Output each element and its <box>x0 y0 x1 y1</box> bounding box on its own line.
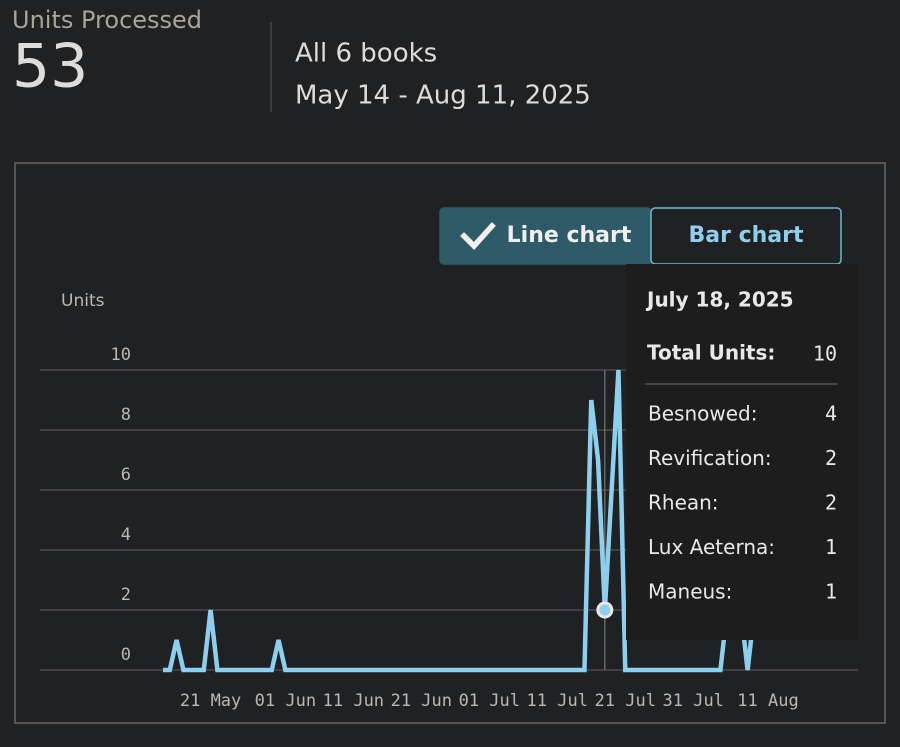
x-tick-label: 11 Aug <box>737 691 798 711</box>
hover-point <box>596 601 614 619</box>
tooltip-row-name: Besnowed: <box>648 402 757 426</box>
x-tick-label: 21 Jul <box>595 691 656 711</box>
x-tick-label: 01 Jul <box>459 691 520 711</box>
x-tick-label: 01 Jun <box>255 691 316 711</box>
tooltip-row-name: Rhean: <box>648 491 719 515</box>
toggle-label[interactable]: Bar chart <box>688 223 804 248</box>
y-tick-label: 0 <box>121 645 131 665</box>
check-icon <box>460 222 496 250</box>
x-tick-label: 21 Jun <box>391 691 452 711</box>
controls: Line chart Bar chart July 18, 2025 Total Un… <box>439 207 858 640</box>
metric-value: 53 <box>12 32 88 102</box>
tooltip-total: 10 <box>813 342 837 366</box>
tooltip-row-value: 4 <box>825 402 837 426</box>
x-tick-label: 21 May <box>180 691 241 711</box>
date-range: May 14 - Aug 11, 2025 <box>295 81 591 111</box>
x-tick-label: 11 Jun <box>323 691 384 711</box>
x-tick-label: 31 Jul <box>663 691 724 711</box>
metric-label: Units Processed <box>12 6 202 34</box>
scope: All 6 books <box>295 39 437 69</box>
plot: 0 2 4 6 8 10 21 May 01 Jun 11 Jun 21 Jun 01 Jul 11 … <box>40 345 858 711</box>
y-tick-label: 6 <box>121 465 131 485</box>
tooltip-row-name: Lux Aeterna: <box>648 535 775 559</box>
toggle-label[interactable]: Line chart <box>507 223 632 248</box>
tooltip-row-name: Maneus: <box>648 580 732 604</box>
panel <box>14 162 886 724</box>
y-tick-label: 2 <box>121 585 131 605</box>
x-tick-label: 11 Jul <box>527 691 588 711</box>
tooltip-row-value: 1 <box>825 580 837 604</box>
y-tick-label: 8 <box>121 405 131 425</box>
y-tick-label: 10 <box>111 345 131 365</box>
y-tick-label: 4 <box>121 525 131 545</box>
tooltip-row-name: Revification: <box>648 446 772 470</box>
tooltip-row-value: 2 <box>825 491 837 515</box>
y-axis-label: Units <box>61 291 105 311</box>
tooltip-date: July 18, 2025 <box>645 288 794 312</box>
tooltip-row-value: 2 <box>825 446 837 470</box>
tooltip-total-label: Total Units: <box>647 341 775 365</box>
data-line <box>163 369 771 673</box>
tooltip-row-value: 1 <box>825 535 837 559</box>
tooltip <box>626 264 858 640</box>
